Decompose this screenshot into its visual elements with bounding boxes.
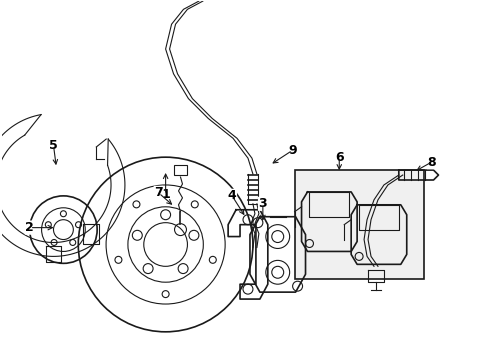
Text: 3: 3 [258,197,266,210]
Text: 1: 1 [161,188,170,201]
Bar [294,170,423,279]
Text: 8: 8 [427,156,435,168]
Bar [173,165,187,175]
Text: 2: 2 [25,221,34,234]
Text: 5: 5 [49,139,58,152]
Text: 7: 7 [154,186,163,199]
Text: 9: 9 [288,144,296,157]
Text: 6: 6 [334,151,343,164]
Text: 4: 4 [227,189,236,202]
